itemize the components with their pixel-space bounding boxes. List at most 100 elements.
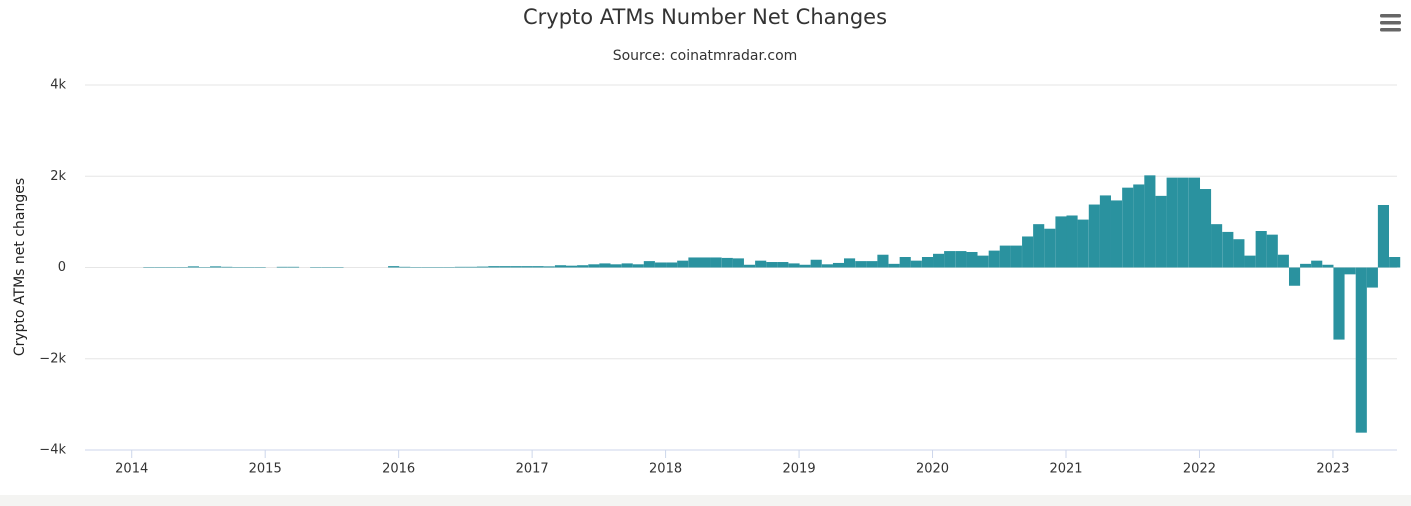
bar <box>766 262 778 268</box>
bar <box>388 266 400 268</box>
x-tick-label: 2023 <box>1316 462 1349 477</box>
menu-button[interactable] <box>1380 14 1401 32</box>
bar <box>599 263 611 268</box>
bar <box>521 266 533 268</box>
bar <box>465 266 478 268</box>
bar <box>532 266 544 268</box>
bar <box>732 258 744 268</box>
bar <box>910 260 922 268</box>
bar <box>221 266 233 268</box>
bar <box>721 257 733 268</box>
bar <box>1055 216 1067 268</box>
bar <box>1355 267 1367 433</box>
x-tick-label: 2020 <box>916 462 949 477</box>
chart-title: Crypto ATMs Number Net Changes <box>523 5 887 29</box>
bar <box>1277 254 1289 268</box>
x-tick-label: 2017 <box>516 462 549 477</box>
bar <box>821 264 833 268</box>
bar <box>1066 215 1078 268</box>
bar <box>1377 204 1390 268</box>
bar <box>755 260 767 268</box>
bar <box>777 262 789 268</box>
bar <box>1322 264 1334 268</box>
x-tick-label: 2019 <box>783 462 816 477</box>
bar <box>1222 231 1234 268</box>
bar <box>955 251 967 268</box>
bar <box>810 259 822 268</box>
bar <box>499 266 511 268</box>
x-tick-label: 2022 <box>1183 462 1216 477</box>
bar <box>1010 245 1022 268</box>
bar <box>1044 228 1056 268</box>
bar <box>1022 236 1034 268</box>
bar <box>454 266 466 268</box>
bar <box>621 263 633 268</box>
bar <box>677 260 689 268</box>
bar <box>1266 234 1278 268</box>
bar <box>554 265 567 268</box>
bar <box>610 264 622 268</box>
bar <box>944 251 956 268</box>
bar <box>1233 239 1245 268</box>
bar <box>832 262 845 268</box>
bar <box>977 255 989 268</box>
bar <box>888 263 900 268</box>
bar <box>1110 200 1123 268</box>
x-tick-label: 2016 <box>382 462 415 477</box>
x-tick-label: 2018 <box>649 462 682 477</box>
bar <box>543 266 555 268</box>
bar <box>1177 177 1189 268</box>
bar <box>655 262 667 268</box>
bar <box>1255 231 1267 268</box>
bar <box>1088 204 1100 268</box>
bar <box>688 257 700 268</box>
y-tick-label: −4k <box>39 443 66 458</box>
bar <box>399 266 411 268</box>
footer-strip <box>0 495 1411 506</box>
x-tick-label: 2021 <box>1049 462 1082 477</box>
bar <box>565 265 578 268</box>
bar <box>1311 260 1323 268</box>
bar <box>1099 195 1111 268</box>
y-tick-label: 0 <box>58 260 66 275</box>
bar <box>1244 255 1256 268</box>
bar <box>1155 195 1167 268</box>
bar <box>1389 257 1401 268</box>
y-tick-label: 4k <box>50 78 66 93</box>
bar <box>1133 184 1145 268</box>
bar <box>666 262 678 268</box>
bar <box>1211 224 1223 268</box>
bar <box>844 258 856 268</box>
bar <box>1344 267 1356 275</box>
bar <box>988 250 1000 268</box>
bar <box>999 245 1011 268</box>
bar <box>799 264 811 268</box>
bar <box>1166 177 1178 268</box>
bar <box>632 264 644 268</box>
bar <box>210 266 222 268</box>
bar <box>1033 224 1045 268</box>
bar <box>877 254 889 268</box>
bar <box>643 261 655 268</box>
bar <box>1199 189 1212 268</box>
bar <box>1122 187 1134 268</box>
x-tick-label: 2014 <box>115 462 148 477</box>
y-tick-label: 2k <box>50 169 66 184</box>
bar <box>1333 267 1345 340</box>
bar <box>866 261 878 268</box>
bar <box>577 265 589 268</box>
bar <box>855 261 867 268</box>
bar <box>743 264 756 268</box>
bar <box>933 253 945 268</box>
bar <box>1144 175 1156 268</box>
bar <box>1300 263 1312 268</box>
bar <box>276 266 288 268</box>
bar <box>476 266 489 268</box>
bar <box>588 264 600 268</box>
bar <box>488 266 500 268</box>
bar <box>1077 219 1089 268</box>
bar <box>699 257 711 268</box>
bar <box>788 263 800 268</box>
bar <box>966 251 978 268</box>
